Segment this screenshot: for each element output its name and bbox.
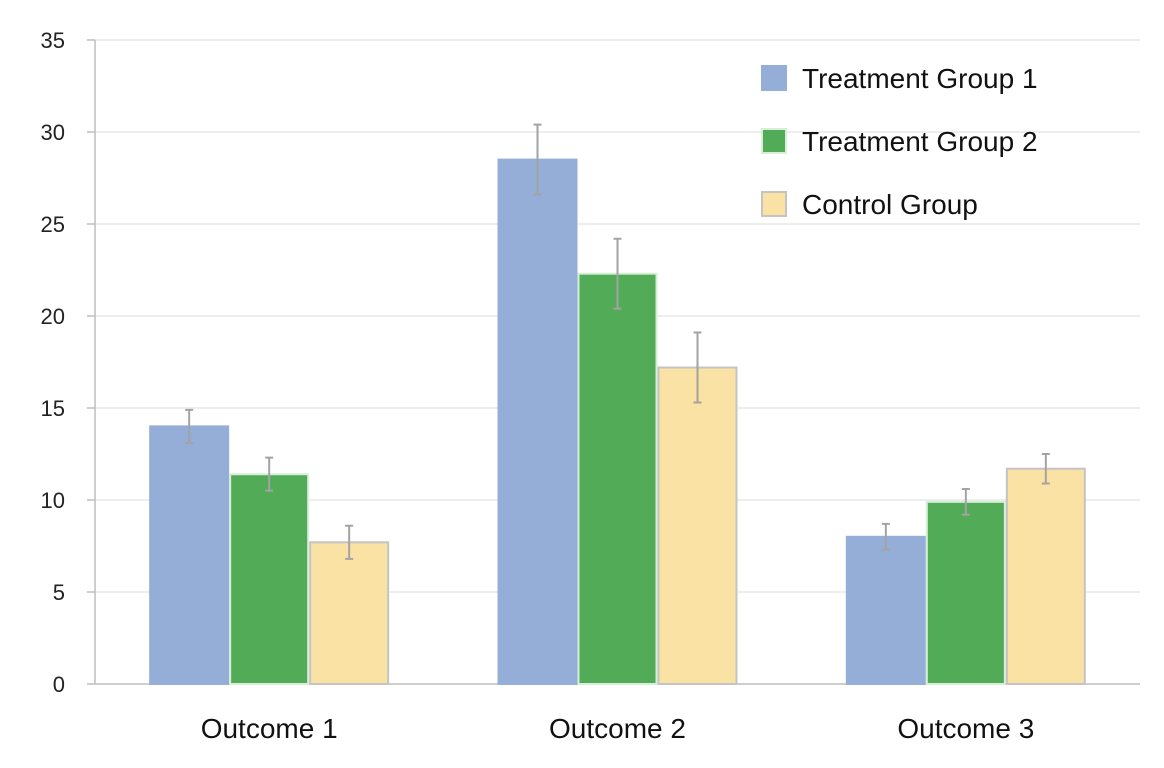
y-tick-label-15: 15 [41, 396, 65, 421]
legend-label-treatment-group-2: Treatment Group 2 [802, 126, 1038, 157]
y-tick-label-10: 10 [41, 488, 65, 513]
bar-treatment-group-1-outcome-3 [845, 535, 926, 685]
error-bar-control-group-outcome-2 [693, 331, 702, 404]
legend-swatch-control-group [761, 191, 787, 217]
error-bar-treatment-group-1-outcome-2 [533, 123, 542, 196]
category-labels: Outcome 1 Outcome 2 Outcome 3 [201, 713, 1035, 744]
x-category-label-outcome-3: Outcome 3 [897, 713, 1034, 744]
y-tick-label-5: 5 [53, 580, 65, 605]
y-tick-label-20: 20 [41, 304, 65, 329]
y-tick-label-0: 0 [53, 672, 65, 697]
bar-treatment-group-1-outcome-1 [149, 425, 230, 685]
error-bars [185, 123, 1050, 560]
error-bar-treatment-group-2-outcome-2 [613, 237, 622, 310]
error-bar-control-group-outcome-1 [345, 524, 354, 560]
x-category-label-outcome-2: Outcome 2 [549, 713, 686, 744]
error-bar-control-group-outcome-3 [1041, 453, 1050, 485]
y-tick-labels: 0 5 10 15 20 25 30 35 [41, 28, 65, 697]
bar-control-group-outcome-2 [657, 366, 738, 685]
bar-treatment-group-1-outcome-2 [497, 158, 578, 686]
error-bar-treatment-group-2-outcome-3 [961, 487, 970, 516]
bar-treatment-group-2-outcome-3 [925, 500, 1006, 685]
bar-treatment-group-2-outcome-2 [577, 272, 658, 685]
y-tick-label-25: 25 [41, 212, 65, 237]
y-tick-label-30: 30 [41, 120, 65, 145]
legend-swatch-treatment-group-2 [761, 128, 787, 154]
legend: Treatment Group 1 Treatment Group 2 Contro… [761, 63, 1038, 220]
bar-treatment-group-2-outcome-1 [229, 473, 310, 685]
y-tick-label-35: 35 [41, 28, 65, 53]
legend-label-treatment-group-1: Treatment Group 1 [802, 63, 1038, 94]
x-category-label-outcome-1: Outcome 1 [201, 713, 338, 744]
legend-label-control-group: Control Group [802, 189, 978, 220]
bar-control-group-outcome-1 [309, 541, 390, 685]
legend-swatch-treatment-group-1 [761, 65, 787, 91]
error-bar-treatment-group-1-outcome-1 [185, 408, 194, 444]
bar-control-group-outcome-3 [1005, 467, 1086, 685]
bars [149, 158, 1086, 686]
error-bar-treatment-group-1-outcome-3 [881, 522, 890, 551]
error-bar-treatment-group-2-outcome-1 [265, 456, 274, 492]
